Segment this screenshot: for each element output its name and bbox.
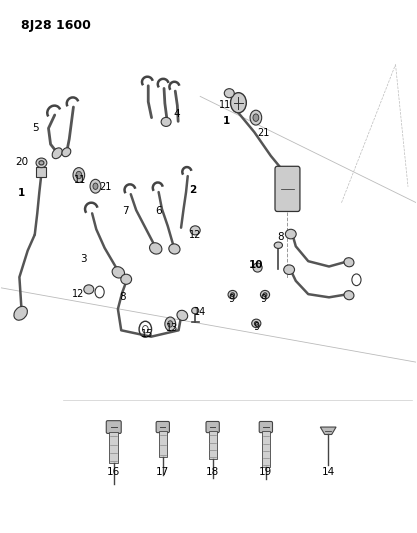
Ellipse shape (285, 229, 296, 239)
Text: 19: 19 (259, 467, 272, 477)
Circle shape (90, 179, 101, 193)
Ellipse shape (52, 148, 62, 159)
Text: 13: 13 (166, 324, 178, 333)
FancyBboxPatch shape (206, 422, 219, 433)
Ellipse shape (39, 161, 44, 165)
FancyBboxPatch shape (259, 422, 272, 433)
Text: 8J28 1600: 8J28 1600 (21, 19, 91, 33)
Text: 1: 1 (223, 116, 230, 126)
Ellipse shape (253, 263, 262, 272)
Circle shape (253, 114, 259, 122)
Text: 8: 8 (119, 292, 126, 302)
Ellipse shape (344, 258, 354, 267)
Text: 14: 14 (322, 467, 335, 477)
Ellipse shape (190, 226, 200, 235)
Circle shape (250, 110, 262, 125)
Bar (209, 431, 216, 459)
Text: 8: 8 (277, 232, 284, 242)
Ellipse shape (261, 290, 270, 299)
Circle shape (231, 93, 246, 113)
Ellipse shape (169, 244, 180, 254)
Text: 9: 9 (253, 322, 259, 332)
Text: 12: 12 (189, 230, 201, 240)
Text: 6: 6 (155, 206, 162, 216)
Bar (159, 431, 167, 457)
Ellipse shape (112, 266, 125, 278)
Ellipse shape (274, 242, 282, 248)
Bar (109, 432, 118, 463)
Circle shape (73, 167, 85, 182)
Ellipse shape (252, 319, 261, 328)
Text: 21: 21 (99, 182, 111, 192)
Ellipse shape (344, 290, 354, 300)
Ellipse shape (150, 243, 162, 254)
Bar (262, 431, 270, 467)
Text: 10: 10 (249, 260, 264, 270)
Ellipse shape (228, 290, 237, 299)
Circle shape (165, 317, 176, 331)
FancyBboxPatch shape (156, 422, 169, 433)
Ellipse shape (224, 88, 234, 98)
FancyBboxPatch shape (275, 166, 300, 212)
Text: 21: 21 (258, 128, 270, 138)
Text: 2: 2 (189, 185, 196, 195)
Text: 5: 5 (32, 123, 38, 133)
Text: 18: 18 (206, 467, 219, 477)
Text: 11: 11 (219, 100, 231, 110)
Text: 12: 12 (72, 289, 85, 299)
Ellipse shape (14, 306, 28, 320)
Text: 17: 17 (156, 467, 169, 477)
Ellipse shape (62, 148, 71, 157)
Ellipse shape (254, 321, 258, 325)
Ellipse shape (231, 293, 234, 296)
Text: 16: 16 (107, 467, 121, 477)
Ellipse shape (177, 310, 188, 320)
FancyBboxPatch shape (106, 421, 121, 433)
Text: 11: 11 (74, 174, 86, 184)
Text: 9: 9 (261, 294, 267, 304)
Text: 20: 20 (15, 157, 28, 167)
Text: 7: 7 (123, 206, 129, 216)
Circle shape (76, 171, 82, 179)
Text: 14: 14 (193, 308, 206, 318)
Text: 9: 9 (229, 294, 235, 304)
Ellipse shape (84, 285, 94, 294)
Ellipse shape (36, 158, 47, 167)
Ellipse shape (284, 265, 294, 274)
Polygon shape (320, 427, 336, 434)
Ellipse shape (161, 117, 171, 126)
Ellipse shape (263, 293, 267, 296)
Circle shape (168, 321, 173, 327)
Text: 4: 4 (173, 109, 180, 118)
Ellipse shape (121, 274, 132, 284)
Text: 3: 3 (80, 254, 86, 264)
Ellipse shape (192, 308, 199, 314)
Text: 15: 15 (141, 329, 153, 338)
Bar (36, 166, 46, 177)
Circle shape (93, 183, 98, 189)
Text: 1: 1 (18, 188, 25, 198)
